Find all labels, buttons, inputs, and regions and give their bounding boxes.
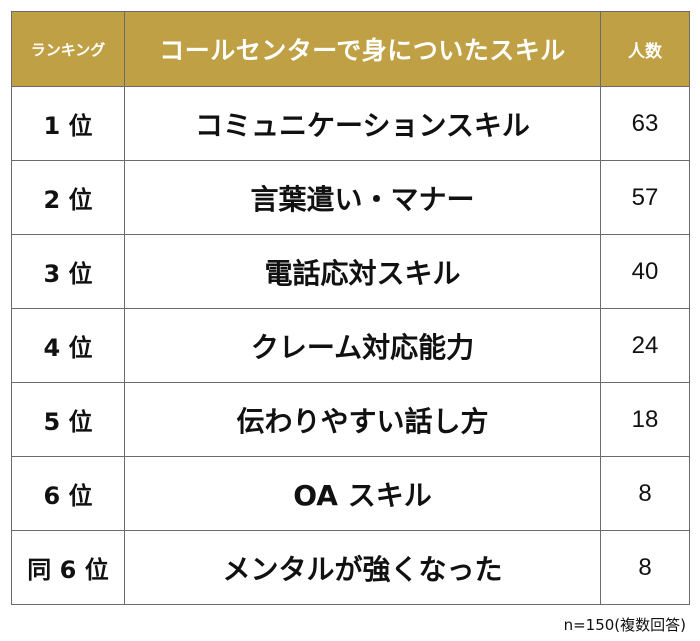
- header-skill: コールセンターで身についたスキル: [124, 11, 601, 87]
- rank-cell: 5 位: [11, 382, 125, 457]
- table-row: 2 位 言葉遣い・マナー 57: [11, 160, 690, 235]
- rank-cell: 同 6 位: [11, 530, 125, 605]
- skill-cell: OA スキル: [124, 456, 601, 531]
- skill-cell: 言葉遣い・マナー: [124, 160, 601, 235]
- skill-cell: 伝わりやすい話し方: [124, 382, 601, 457]
- rank-cell: 1 位: [11, 86, 125, 161]
- count-cell: 8: [600, 530, 690, 605]
- table-row: 1 位 コミュニケーションスキル 63: [11, 86, 690, 161]
- table-row: 3 位 電話応対スキル 40: [11, 234, 690, 309]
- skill-cell: 電話応対スキル: [124, 234, 601, 309]
- count-cell: 24: [600, 308, 690, 383]
- ranking-table: ランキング コールセンターで身についたスキル 人数 1 位 コミュニケーションス…: [11, 11, 690, 605]
- count-cell: 8: [600, 456, 690, 531]
- count-cell: 63: [600, 86, 690, 161]
- header-count: 人数: [600, 11, 690, 87]
- rank-cell: 4 位: [11, 308, 125, 383]
- rank-cell: 3 位: [11, 234, 125, 309]
- header-rank: ランキング: [11, 11, 125, 87]
- sample-note: n=150(複数回答): [563, 616, 686, 634]
- rank-cell: 6 位: [11, 456, 125, 531]
- skill-cell: クレーム対応能力: [124, 308, 601, 383]
- table-row: 同 6 位 メンタルが強くなった 8: [11, 530, 690, 605]
- table-row: 6 位 OA スキル 8: [11, 456, 690, 531]
- table-row: 5 位 伝わりやすい話し方 18: [11, 382, 690, 457]
- count-cell: 57: [600, 160, 690, 235]
- header-row: ランキング コールセンターで身についたスキル 人数: [11, 11, 690, 87]
- count-cell: 40: [600, 234, 690, 309]
- table-row: 4 位 クレーム対応能力 24: [11, 308, 690, 383]
- skill-cell: メンタルが強くなった: [124, 530, 601, 605]
- rank-cell: 2 位: [11, 160, 125, 235]
- count-cell: 18: [600, 382, 690, 457]
- skill-cell: コミュニケーションスキル: [124, 86, 601, 161]
